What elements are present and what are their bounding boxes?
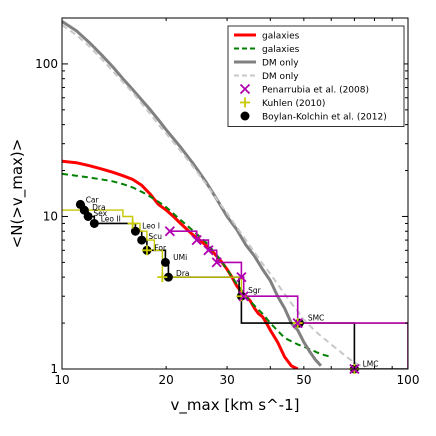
annotation-label: Leo II — [101, 215, 121, 224]
x-tick-label: 50 — [296, 373, 311, 387]
legend-entry: Boylan-Kolchin et al. (2012) — [240, 111, 387, 123]
marker-circle-0-3 — [89, 218, 99, 228]
marker-circle-0-4 — [130, 226, 140, 236]
legend-label: DM only — [262, 59, 299, 69]
legend-label: Kuhlen (2010) — [262, 99, 325, 109]
marker-circle-0-2 — [83, 211, 93, 221]
marker-x-2-2 — [203, 245, 214, 256]
legend-label: DM only — [262, 72, 299, 82]
x-tick-label: 30 — [219, 373, 234, 387]
y-axis-label: <N(>v_max)> — [8, 139, 27, 249]
legend-entry: galaxies — [234, 45, 300, 55]
y-tick-label: 10 — [43, 209, 58, 223]
marker-plus-1-0 — [127, 218, 138, 229]
legend-entry: galaxies — [234, 32, 300, 42]
series-line-0 — [62, 159, 299, 369]
marker-circle-0-8 — [163, 272, 173, 282]
legend-swatch — [240, 111, 250, 121]
annotation-label: LMC — [363, 360, 379, 369]
legend-entry: DM only — [234, 72, 299, 82]
plot-frame — [61, 17, 409, 370]
axis-labels: v_max [km s^-1] <N(>v_max)> — [8, 139, 299, 415]
legend-entry: Penarrubia et al. (2008) — [239, 83, 369, 96]
series-line-3 — [62, 24, 366, 369]
annotation-label: Scu — [148, 232, 162, 241]
legend-label: Boylan-Kolchin et al. (2012) — [262, 113, 387, 123]
x-tick-label: 10 — [54, 373, 69, 387]
legend-label: galaxies — [262, 45, 300, 55]
x-axis-label: v_max [km s^-1] — [171, 396, 300, 415]
y-tick-label: 100 — [35, 57, 58, 71]
marker-plus-1-2 — [157, 272, 168, 283]
marker-x-2-1 — [191, 234, 202, 246]
x-tick-label: 20 — [159, 373, 174, 387]
marker-x-2-3 — [211, 257, 222, 268]
annotation-label: Dra — [176, 269, 189, 278]
step-line-1 — [62, 209, 408, 369]
marker-x-2-6 — [292, 317, 303, 329]
series-line-1 — [62, 172, 332, 358]
annotation-label: UMi — [173, 253, 187, 262]
legend-label: Penarrubia et al. (2008) — [262, 86, 369, 96]
annotation-label: Sex — [93, 209, 107, 218]
marker-plus-1-1 — [141, 245, 152, 256]
legend-label: galaxies — [262, 32, 300, 42]
annotation-label: Sgr — [248, 286, 262, 295]
y-tick-label: 1 — [50, 362, 58, 376]
annotation-label: Car — [86, 195, 100, 204]
marker-x-2-0 — [164, 226, 176, 237]
x-tick-label: 100 — [397, 373, 420, 387]
legend-entry: DM only — [234, 59, 299, 69]
legend-box — [227, 25, 405, 127]
marker-circle-0-5 — [137, 235, 147, 245]
annotation-label: SMC — [308, 313, 324, 322]
step-line-2 — [169, 230, 408, 369]
legend-entry: Kuhlen (2010) — [240, 97, 325, 109]
annotation-label: Dra — [92, 203, 105, 212]
legend-swatch — [239, 83, 251, 95]
legend: galaxies galaxies DM only DM only Penarrubia… — [227, 25, 405, 127]
marker-x-2-4 — [236, 272, 247, 283]
legend-swatch — [240, 97, 250, 108]
annotation-label: For — [154, 243, 167, 252]
marker-circle-0-7 — [160, 257, 170, 267]
annotation-label: Leo I — [142, 222, 160, 231]
marker-x-2-5 — [238, 291, 249, 302]
